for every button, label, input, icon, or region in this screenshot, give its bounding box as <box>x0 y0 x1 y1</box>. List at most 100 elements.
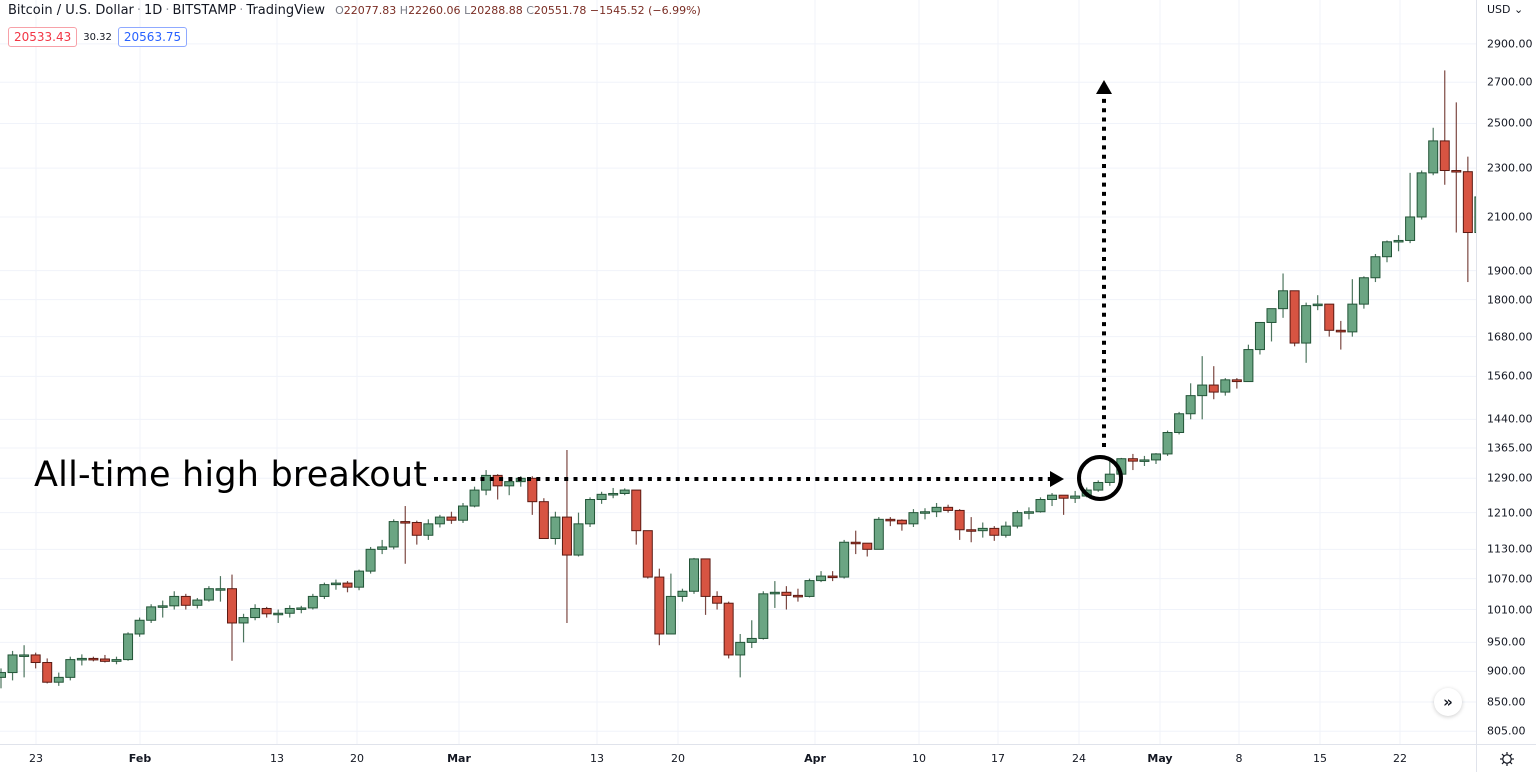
time-label: 10 <box>912 752 926 765</box>
candle <box>365 546 376 574</box>
candle <box>700 558 711 615</box>
candle <box>665 573 676 635</box>
source: TradingView <box>246 3 325 18</box>
candle <box>1185 383 1196 420</box>
candle <box>446 511 457 524</box>
price-label: 1365.00 <box>1487 441 1533 455</box>
candle <box>1335 320 1346 350</box>
candle <box>885 517 896 527</box>
double-chevron-right-icon: » <box>1443 693 1453 711</box>
candle <box>1289 290 1300 347</box>
candlestick-series <box>0 70 1476 689</box>
candle <box>954 509 965 540</box>
candle <box>1174 411 1185 435</box>
candle <box>527 476 538 515</box>
candle <box>1093 480 1104 492</box>
candle <box>481 470 492 496</box>
time-label: Apr <box>804 752 826 765</box>
candle <box>1220 378 1231 396</box>
candle <box>631 489 642 545</box>
candle <box>585 497 596 528</box>
candle <box>1266 308 1277 342</box>
chart-area[interactable]: Bitcoin / U.S. Dollar · 1D · BITSTAMP · Tradin… <box>0 0 1476 744</box>
candle <box>538 498 549 540</box>
annotation-text[interactable]: All-time high breakout <box>34 455 428 495</box>
price-axis[interactable]: USD ⌄ 2900.00 2700.00 2500.00 2300.00 2100.0… <box>1476 0 1536 744</box>
time-label: 20 <box>350 752 364 765</box>
buy-price-button[interactable]: 20563.75 <box>117 27 188 47</box>
candle <box>1012 510 1023 529</box>
candle <box>989 526 1000 541</box>
candle <box>839 539 850 579</box>
candle <box>30 652 41 669</box>
price-label: 850.00 <box>1487 695 1526 709</box>
price-label: 1680.00 <box>1487 330 1533 344</box>
candle <box>1070 490 1081 503</box>
candle <box>1405 172 1416 244</box>
candle <box>307 593 318 610</box>
time-label: 17 <box>991 752 1005 765</box>
candle <box>504 478 515 496</box>
currency-selector[interactable]: USD ⌄ <box>1487 3 1524 16</box>
candle <box>642 530 653 579</box>
candle <box>1474 196 1476 234</box>
bid-ask-panel: 20533.43 30.32 20563.75 <box>8 27 188 47</box>
candle <box>977 522 988 538</box>
price-label: 2700.00 <box>1487 75 1533 89</box>
symbol-name[interactable]: Bitcoin / U.S. Dollar <box>8 3 134 18</box>
chart-grid <box>0 0 1476 744</box>
candle <box>203 586 214 602</box>
candle <box>1347 279 1358 337</box>
candle <box>1382 240 1392 263</box>
price-label: 1560.00 <box>1487 369 1533 383</box>
annotation-drawing[interactable] <box>0 0 1476 744</box>
price-label: 2100.00 <box>1487 210 1533 224</box>
candle <box>1035 497 1046 513</box>
chart-settings-button[interactable] <box>1476 744 1536 772</box>
price-label: 1130.00 <box>1487 542 1533 556</box>
candle <box>862 542 873 557</box>
candle <box>550 511 561 545</box>
candle <box>1197 356 1208 420</box>
candle <box>850 530 861 555</box>
candle <box>65 656 76 681</box>
candle <box>781 586 792 610</box>
gear-icon <box>1500 751 1514 766</box>
candle <box>215 576 226 602</box>
price-label: 1010.00 <box>1487 603 1533 617</box>
candle <box>943 504 954 513</box>
candle <box>76 654 87 666</box>
time-axis[interactable]: 23 Feb 13 20 Mar 13 20 Apr 10 17 24 May 8 15 22 <box>0 744 1476 772</box>
breakout-circle[interactable] <box>1077 455 1123 501</box>
candle <box>458 502 468 523</box>
candle <box>157 600 168 618</box>
candle <box>423 519 434 540</box>
candle <box>469 486 480 508</box>
candle <box>42 658 53 684</box>
chart-legend: Bitcoin / U.S. Dollar · 1D · BITSTAMP · Tradin… <box>8 3 701 18</box>
candle <box>1243 344 1254 383</box>
exchange: BITSTAMP <box>172 3 237 18</box>
candle <box>1000 521 1011 538</box>
price-label: 2500.00 <box>1487 116 1533 130</box>
candle <box>377 539 388 555</box>
candle <box>816 571 827 583</box>
candle <box>7 650 18 681</box>
candle <box>1127 453 1138 471</box>
candle <box>169 591 180 610</box>
sell-price-button[interactable]: 20533.43 <box>8 27 78 47</box>
price-label: 1440.00 <box>1487 412 1533 426</box>
candle <box>1162 430 1173 456</box>
candle <box>342 581 353 593</box>
candle <box>1358 276 1369 309</box>
candle <box>134 617 145 637</box>
time-label: 15 <box>1313 752 1327 765</box>
price-label: 1210.00 <box>1487 506 1533 520</box>
candle <box>804 578 815 598</box>
price-label: 805.00 <box>1487 724 1526 738</box>
candle <box>619 488 630 496</box>
scroll-to-realtime-button[interactable]: » <box>1434 688 1462 716</box>
candle <box>1047 493 1058 507</box>
candle <box>827 571 838 582</box>
up-arrowhead-icon <box>1096 80 1112 94</box>
